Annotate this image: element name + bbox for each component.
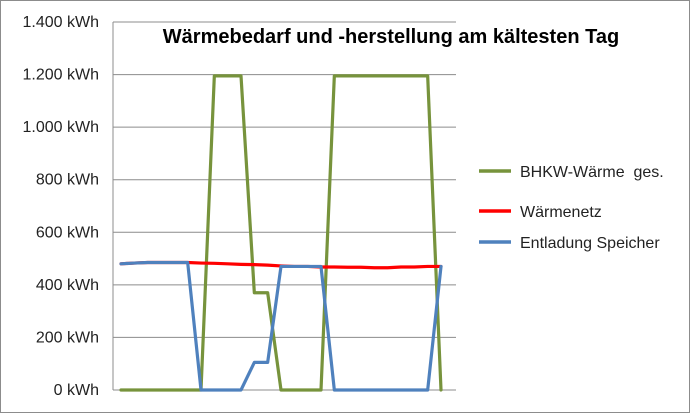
- series-line-1: [119, 74, 443, 392]
- series-lines: [119, 74, 443, 392]
- y-tick-label: 400 kWh: [36, 277, 99, 294]
- y-tick-label: 600 kWh: [36, 224, 99, 241]
- y-tick-label: 1.000 kWh: [23, 119, 99, 136]
- y-tick-label: 1.400 kWh: [23, 14, 99, 31]
- y-tick-label: 1.200 kWh: [23, 67, 99, 84]
- series-line-3: [119, 260, 443, 392]
- legend-label: BHKW-Wärme ges.: [520, 164, 664, 181]
- legend-label: Entladung Speicher: [520, 235, 660, 252]
- y-tick-label: 200 kWh: [36, 329, 99, 346]
- legend-label: Wärmenetz: [520, 204, 602, 221]
- y-tick-label: 800 kWh: [36, 172, 99, 189]
- chart-title: Wärmebedarf und -herstellung am kälteste…: [163, 26, 619, 48]
- gridlines: [113, 21, 456, 338]
- y-tick-labels: 0 kWh 200 kWh 400 kWh 600 kWh 800 kWh 1.000 k…: [23, 14, 99, 399]
- legend: BHKW-Wärme ges. Wärmenetz Entladung Speich…: [479, 164, 664, 252]
- y-tick-label: 0 kWh: [54, 382, 99, 399]
